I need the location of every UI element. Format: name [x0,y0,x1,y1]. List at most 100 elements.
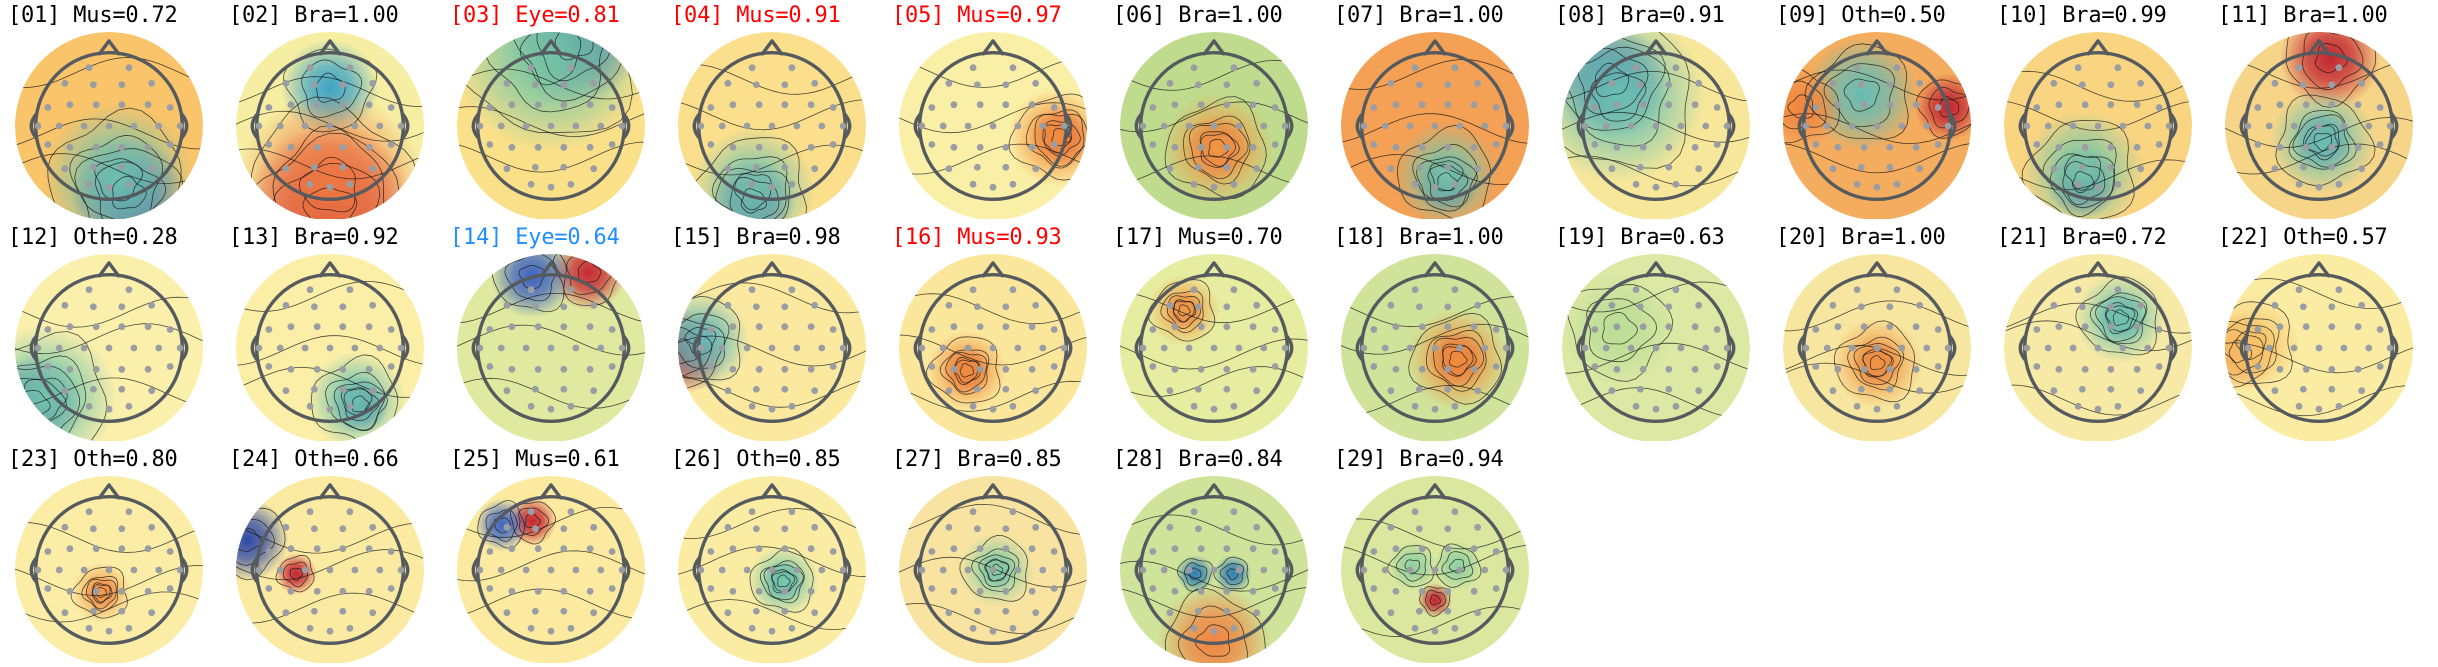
electrode-dots [476,286,626,413]
topomap[interactable] [897,29,1089,219]
electrode-dots [255,508,405,635]
component-label: [11] Bra=1.00 [2218,3,2388,28]
component-cell[interactable]: [18] Bra=1.00 [1326,222,1547,444]
topomap[interactable] [1118,251,1310,441]
electrode-dots [697,64,847,191]
topomap[interactable] [1339,473,1531,663]
topomap[interactable] [1560,29,1752,219]
topomap[interactable] [455,29,647,219]
topomap[interactable] [897,473,1089,663]
topomap[interactable] [676,29,868,219]
component-label: [26] Oth=0.85 [671,447,841,472]
contour-lines [2004,70,2192,219]
electrode-dots [255,64,405,191]
component-cell[interactable]: [15] Bra=0.98 [663,222,884,444]
electrode-dots [1360,508,1510,635]
topomap[interactable] [455,473,647,663]
electrode-dots [34,508,184,635]
electrode-dots [1360,64,1510,191]
topomap[interactable] [676,473,868,663]
component-cell[interactable]: [04] Mus=0.91 [663,0,884,222]
contour-lines [457,500,645,620]
component-label: [08] Bra=0.91 [1555,3,1725,28]
component-cell[interactable]: [14] Eye=0.64 [442,222,663,444]
topomap[interactable] [13,473,205,663]
topomap[interactable] [897,251,1089,441]
component-label: [29] Bra=0.94 [1334,447,1504,472]
topomap[interactable] [2223,251,2415,441]
electrode-dots [1581,286,1731,413]
component-cell[interactable]: [20] Bra=1.00 [1768,222,1989,444]
electrode-dots [2023,286,2173,413]
component-cell[interactable]: [28] Bra=0.84 [1105,444,1326,666]
topomap[interactable] [234,473,426,663]
electrode-dots [918,64,1068,191]
topomap[interactable] [13,29,205,219]
component-label: [01] Mus=0.72 [8,3,178,28]
component-label: [05] Mus=0.97 [892,3,1062,28]
component-cell[interactable]: [02] Bra=1.00 [221,0,442,222]
electrode-dots [918,508,1068,635]
component-cell[interactable]: [25] Mus=0.61 [442,444,663,666]
component-label: [15] Bra=0.98 [671,225,841,250]
component-cell[interactable]: [05] Mus=0.97 [884,0,1105,222]
component-cell[interactable]: [06] Bra=1.00 [1105,0,1326,222]
component-label: [17] Mus=0.70 [1113,225,1283,250]
component-label: [09] Oth=0.50 [1776,3,1946,28]
topomap[interactable] [1781,251,1973,441]
component-label: [10] Bra=0.99 [1997,3,2167,28]
topomap[interactable] [2002,29,2194,219]
component-label: [28] Bra=0.84 [1113,447,1283,472]
component-cell[interactable]: [22] Oth=0.57 [2210,222,2431,444]
component-cell[interactable]: [23] Oth=0.80 [0,444,221,666]
topomap[interactable] [13,251,205,441]
electrode-dots [2244,64,2394,191]
component-cell[interactable]: [07] Bra=1.00 [1326,0,1547,222]
topomap[interactable] [1339,251,1531,441]
component-cell[interactable]: [26] Oth=0.85 [663,444,884,666]
topomap[interactable] [2223,29,2415,219]
component-cell[interactable]: [27] Bra=0.85 [884,444,1105,666]
topomap[interactable] [455,251,647,441]
component-cell[interactable]: [13] Bra=0.92 [221,222,442,444]
scalp-field [1120,32,1308,219]
component-cell[interactable]: [11] Bra=1.00 [2210,0,2431,222]
electrode-dots [1139,64,1289,191]
topomap[interactable] [234,251,426,441]
component-label: [13] Bra=0.92 [229,225,399,250]
component-cell[interactable]: [12] Oth=0.28 [0,222,221,444]
component-label: [25] Mus=0.61 [450,447,620,472]
component-cell[interactable]: [21] Bra=0.72 [1989,222,2210,444]
component-label: [06] Bra=1.00 [1113,3,1283,28]
component-cell[interactable]: [03] Eye=0.81 [442,0,663,222]
topomap[interactable] [1339,29,1531,219]
contour-lines [678,282,866,408]
component-cell[interactable]: [24] Oth=0.66 [221,444,442,666]
component-label: [02] Bra=1.00 [229,3,399,28]
electrode-dots [1139,286,1289,413]
component-cell[interactable]: [19] Bra=0.63 [1547,222,1768,444]
component-cell[interactable]: [09] Oth=0.50 [1768,0,1989,222]
topomap[interactable] [1118,473,1310,663]
topomap[interactable] [2002,251,2194,441]
electrode-dots [2023,64,2173,191]
electrode-dots [1139,508,1289,635]
electrode-dots [697,286,847,413]
topomap[interactable] [234,29,426,219]
electrode-dots [1802,64,1952,191]
component-label: [18] Bra=1.00 [1334,225,1504,250]
topomap[interactable] [676,251,868,441]
component-cell[interactable]: [29] Bra=0.94 [1326,444,1547,666]
component-cell[interactable]: [10] Bra=0.99 [1989,0,2210,222]
electrode-dots [1360,286,1510,413]
component-cell[interactable]: [16] Mus=0.93 [884,222,1105,444]
component-label: [24] Oth=0.66 [229,447,399,472]
component-cell[interactable]: [08] Bra=0.91 [1547,0,1768,222]
component-label: [04] Mus=0.91 [671,3,841,28]
topomap[interactable] [1560,251,1752,441]
component-cell[interactable]: [17] Mus=0.70 [1105,222,1326,444]
topomap[interactable] [1118,29,1310,219]
topomap[interactable] [1781,29,1973,219]
component-cell[interactable]: [01] Mus=0.72 [0,0,221,222]
